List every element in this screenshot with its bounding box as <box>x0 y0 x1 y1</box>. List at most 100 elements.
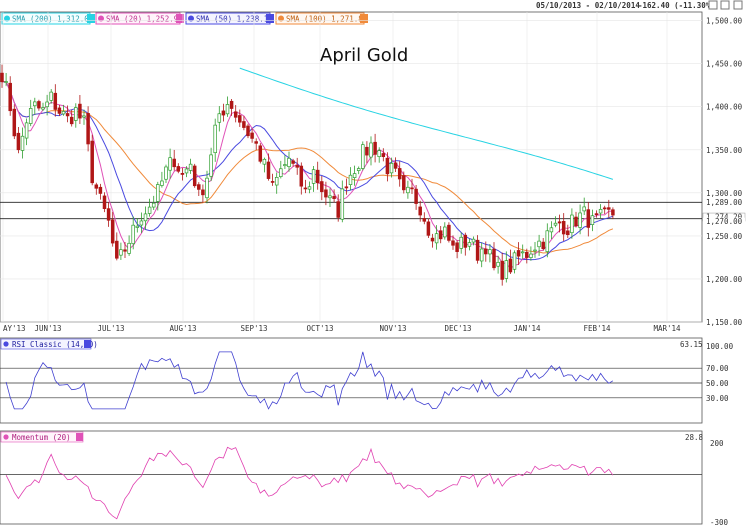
candle[interactable] <box>611 207 615 220</box>
candle[interactable] <box>283 155 287 170</box>
candle[interactable] <box>53 84 58 117</box>
candle[interactable] <box>594 210 599 218</box>
candle[interactable] <box>49 89 53 104</box>
candle[interactable] <box>213 118 217 162</box>
candle[interactable] <box>455 240 459 259</box>
candle[interactable] <box>119 242 123 261</box>
candle[interactable] <box>340 180 345 223</box>
candle[interactable] <box>180 167 185 181</box>
candle[interactable] <box>516 242 521 265</box>
momentum-panel[interactable] <box>0 430 703 525</box>
candle[interactable] <box>98 183 103 200</box>
candle[interactable] <box>291 158 295 167</box>
candle[interactable] <box>590 209 595 232</box>
legend-gear-icon[interactable] <box>188 15 194 22</box>
candle[interactable] <box>295 157 299 175</box>
candle[interactable] <box>553 216 558 228</box>
candle[interactable] <box>57 104 62 117</box>
candle[interactable] <box>147 198 152 217</box>
candle[interactable] <box>566 224 570 239</box>
zoom-icon[interactable] <box>720 0 730 10</box>
candle[interactable] <box>361 141 365 171</box>
candle[interactable] <box>598 204 603 219</box>
candle[interactable] <box>463 232 468 256</box>
candle[interactable] <box>110 211 115 247</box>
candle[interactable] <box>492 242 496 271</box>
candle[interactable] <box>205 170 209 204</box>
momentum-close-icon[interactable] <box>76 433 83 441</box>
candle[interactable] <box>537 234 541 256</box>
candle[interactable] <box>561 213 566 241</box>
candle[interactable] <box>28 99 33 127</box>
legend-close-icon[interactable] <box>176 14 184 23</box>
candle[interactable] <box>274 172 279 194</box>
close-icon[interactable] <box>733 0 743 10</box>
candle[interactable] <box>311 165 316 192</box>
candle[interactable] <box>262 157 267 173</box>
candle[interactable] <box>37 99 41 111</box>
candle[interactable] <box>201 184 205 203</box>
candle[interactable] <box>139 212 144 233</box>
candle[interactable] <box>192 163 197 188</box>
candle[interactable] <box>90 134 94 186</box>
candle[interactable] <box>475 235 480 264</box>
candle[interactable] <box>45 94 49 116</box>
candle[interactable] <box>508 249 513 274</box>
candle[interactable] <box>406 180 410 199</box>
candle[interactable] <box>377 147 381 163</box>
candle[interactable] <box>381 148 386 162</box>
candle[interactable] <box>512 250 517 274</box>
candle[interactable] <box>279 160 283 179</box>
candle[interactable] <box>525 248 529 264</box>
candle[interactable] <box>447 222 451 243</box>
candle[interactable] <box>94 182 99 195</box>
candle[interactable] <box>356 166 361 175</box>
candle[interactable] <box>135 218 140 233</box>
candle[interactable] <box>168 148 172 179</box>
candle[interactable] <box>315 161 320 190</box>
candle[interactable] <box>221 103 226 122</box>
candle[interactable] <box>393 157 398 172</box>
candle[interactable] <box>365 141 369 164</box>
candle[interactable] <box>0 64 4 88</box>
candle[interactable] <box>209 147 213 182</box>
candle[interactable] <box>385 152 390 182</box>
candle[interactable] <box>479 242 484 268</box>
candle[interactable] <box>451 235 455 250</box>
candle[interactable] <box>529 246 533 261</box>
candle[interactable] <box>303 179 308 194</box>
candle[interactable] <box>549 221 554 239</box>
candle[interactable] <box>570 208 574 239</box>
candle[interactable] <box>24 118 29 146</box>
candle[interactable] <box>459 232 463 254</box>
candle[interactable] <box>607 199 611 218</box>
candle[interactable] <box>336 194 340 222</box>
rsi-panel[interactable] <box>0 337 703 424</box>
legend-close-icon[interactable] <box>87 14 95 23</box>
candle[interactable] <box>471 236 476 246</box>
candle[interactable] <box>156 181 160 211</box>
candle[interactable] <box>299 162 304 195</box>
candle[interactable] <box>422 212 427 225</box>
candle[interactable] <box>586 202 591 237</box>
candle[interactable] <box>307 181 312 194</box>
candle[interactable] <box>160 171 164 188</box>
candle[interactable] <box>102 192 107 213</box>
candle[interactable] <box>266 153 271 181</box>
candle[interactable] <box>61 104 66 116</box>
settings-icon[interactable] <box>708 0 718 10</box>
candle[interactable] <box>254 138 258 150</box>
candle[interactable] <box>16 126 21 154</box>
candle[interactable] <box>131 216 135 250</box>
candle[interactable] <box>4 73 8 87</box>
candle[interactable] <box>242 115 246 131</box>
candle[interactable] <box>250 128 254 143</box>
candle[interactable] <box>78 95 82 125</box>
candle[interactable] <box>545 223 550 258</box>
rsi-close-icon[interactable] <box>84 340 91 348</box>
candle[interactable] <box>348 167 353 190</box>
rsi-gear-icon[interactable] <box>3 341 9 347</box>
candle[interactable] <box>143 206 148 230</box>
legend-gear-icon[interactable] <box>278 15 284 22</box>
candle[interactable] <box>533 242 537 258</box>
